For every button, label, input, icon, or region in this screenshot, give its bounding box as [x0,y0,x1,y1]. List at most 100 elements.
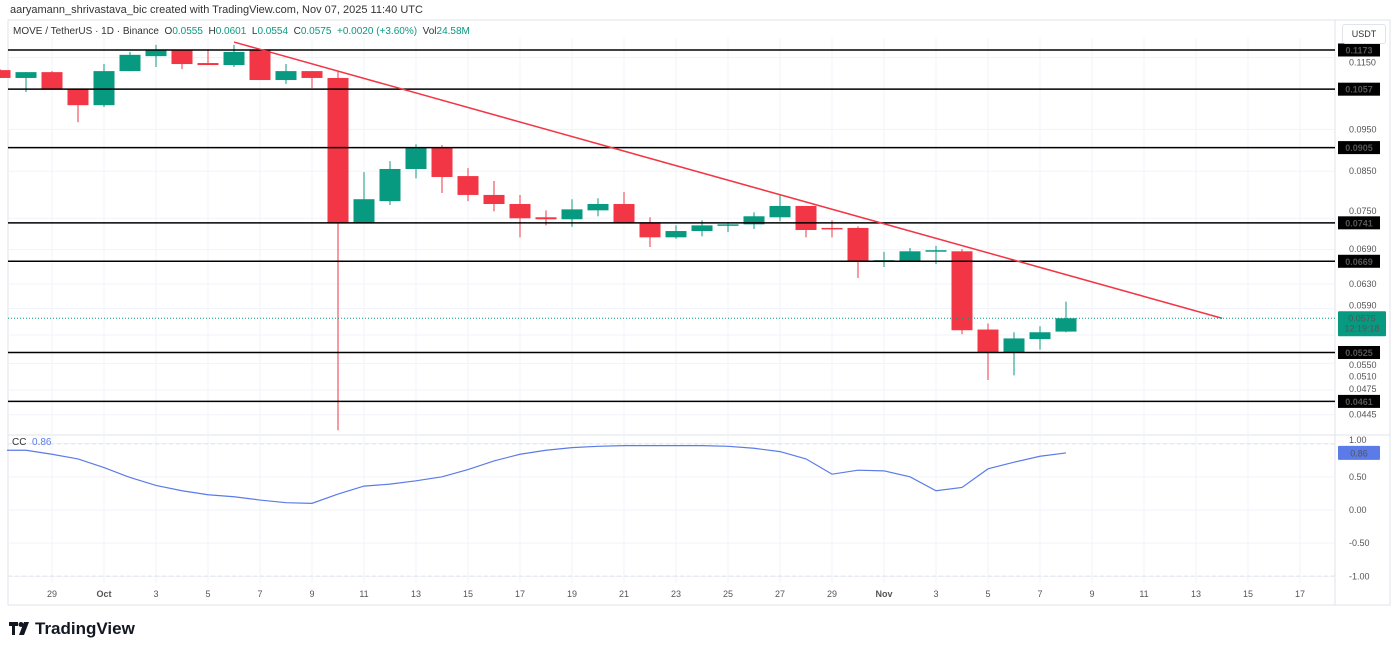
cc-y-tick-label: 0.00 [1349,505,1367,515]
candle[interactable] [1055,301,1077,333]
candle-body [457,176,479,195]
level-price-label: 0.0669 [1345,257,1373,267]
candle[interactable] [93,64,115,108]
x-tick-label: 17 [515,589,525,599]
candle[interactable] [223,44,245,68]
brand-name: TradingView [35,619,135,638]
candle[interactable] [951,249,973,335]
candle-body [769,205,791,218]
vol-label: Vol [422,26,437,37]
candle[interactable] [899,248,921,262]
candle[interactable] [327,71,349,431]
candle[interactable] [1029,326,1051,350]
cc-indicator-legend: CC 0.86 [12,437,51,448]
candle[interactable] [639,217,661,247]
x-tick-label: 3 [933,589,938,599]
candle[interactable] [0,69,11,78]
bar-countdown-label: 12:19:18 [1344,323,1379,333]
currency-button[interactable]: USDT [1342,24,1386,44]
candle[interactable] [743,212,765,229]
candle[interactable] [301,71,323,89]
level-price-tag [1338,141,1380,155]
candle[interactable] [275,64,297,84]
candle[interactable] [145,44,167,68]
candle-body [795,205,817,231]
candle-body [353,199,375,224]
candle[interactable] [613,192,635,224]
candle-body [119,54,141,72]
x-tick-label: 7 [1037,589,1042,599]
level-price-tag [1338,254,1380,268]
level-price-tag [1338,345,1380,359]
y-tick-label: 0.0850 [1349,166,1377,176]
candle-body [743,216,765,225]
x-tick-label: 13 [411,589,421,599]
y-tick-label: 0.0445 [1349,410,1377,420]
y-tick-label: 0.0690 [1349,244,1377,254]
candle[interactable] [1003,332,1025,376]
level-price-label: 0.1057 [1345,85,1373,95]
x-tick-label: 5 [205,589,210,599]
last-price-label: 0.0575 [1348,313,1376,323]
tradingview-logo-icon [9,622,29,635]
candle[interactable] [769,193,791,222]
candle-body [561,209,583,220]
candle[interactable] [509,194,531,238]
candle[interactable] [119,51,141,72]
candle[interactable] [379,161,401,205]
candle[interactable] [587,198,609,217]
candle[interactable] [171,49,193,70]
candle[interactable] [405,144,427,179]
candle-body [587,204,609,211]
candle-body [535,217,557,220]
high-label: H [208,26,216,37]
candle[interactable] [847,226,869,278]
candle[interactable] [873,251,895,267]
candle-body [821,227,843,230]
x-tick-label: 25 [723,589,733,599]
candle-body [327,77,349,224]
cc-indicator-value: 0.86 [32,437,52,448]
x-tick-label: 19 [567,589,577,599]
candle[interactable] [353,172,375,224]
candle[interactable] [795,205,817,238]
candle-body [509,204,531,219]
x-tick-label: 29 [47,589,57,599]
candle-body [613,204,635,224]
open-value: 0.0555 [172,26,203,37]
close-value: 0.0575 [300,26,332,37]
x-tick-label: 5 [985,589,990,599]
tradingview-logo[interactable]: TradingView [9,619,135,639]
close-label: C [293,26,301,37]
candle-body [41,72,63,90]
candle-body [197,63,219,66]
x-tick-label: 7 [257,589,262,599]
y-tick-label: 0.0950 [1349,124,1377,134]
candle[interactable] [67,89,89,123]
candle-body [249,49,271,81]
candle[interactable] [41,71,63,90]
open-label: O [164,26,173,37]
candle-body [275,71,297,81]
candle[interactable] [665,225,687,239]
candle[interactable] [197,49,219,66]
level-price-label: 0.0525 [1345,348,1373,358]
level-price-tag [1338,216,1380,230]
candle[interactable] [717,222,739,233]
descending-trendline[interactable] [233,41,1223,319]
candle-body [15,72,37,78]
x-tick-label: Oct [96,589,111,599]
x-tick-label: 11 [359,589,368,599]
candle[interactable] [431,145,453,194]
candle[interactable] [483,181,505,212]
cc-value-label: 0.86 [1350,448,1368,458]
candle[interactable] [249,49,271,81]
candle-body [0,70,11,78]
x-tick-label: 15 [1243,589,1253,599]
candle[interactable] [457,168,479,202]
level-price-label: 0.0741 [1345,218,1373,228]
high-value: 0.0601 [215,26,247,37]
symbol-name[interactable]: MOVE / TetherUS · 1D · Binance [13,26,159,37]
candle-body [691,225,713,232]
